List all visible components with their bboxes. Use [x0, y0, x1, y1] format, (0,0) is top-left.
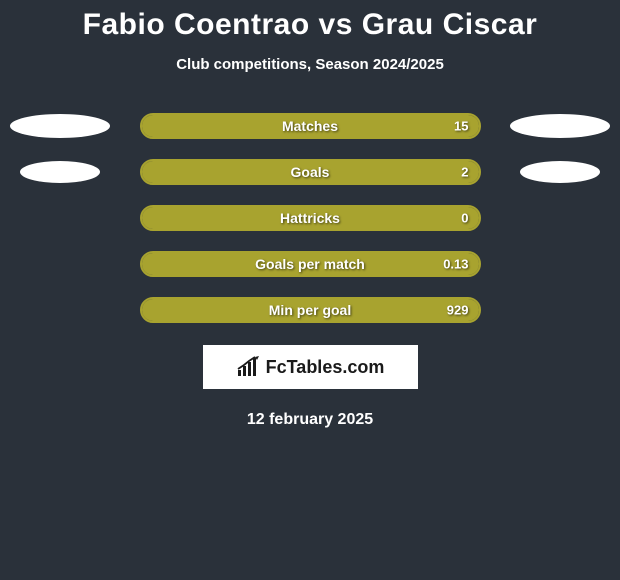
stat-value-right: 929	[447, 303, 469, 318]
stat-bar: Goals 2	[140, 159, 481, 185]
subtitle: Club competitions, Season 2024/2025	[0, 56, 620, 73]
chart-icon	[236, 356, 262, 378]
stat-bar: Matches 15	[140, 113, 481, 139]
stat-label: Hattricks	[280, 210, 340, 226]
player-left-marker	[10, 114, 110, 138]
stat-row: Goals 2	[0, 159, 620, 185]
stat-bar: Min per goal 929	[140, 297, 481, 323]
stat-rows: Matches 15 Goals 2 Hattricks 0 Goals per match…	[0, 113, 620, 323]
stat-row: Min per goal 929	[0, 297, 620, 323]
comparison-infographic: Fabio Coentrao vs Grau Ciscar Club compe…	[0, 0, 620, 429]
stat-value-right: 15	[454, 119, 468, 134]
logo-box[interactable]: FcTables.com	[203, 345, 418, 389]
stat-row: Goals per match 0.13	[0, 251, 620, 277]
player-left-marker	[20, 161, 100, 183]
stat-label: Min per goal	[269, 302, 351, 318]
logo-text: FcTables.com	[266, 357, 385, 378]
stat-label: Matches	[282, 118, 338, 134]
stat-label: Goals per match	[255, 256, 365, 272]
stat-value-right: 2	[461, 165, 468, 180]
player-right-marker	[510, 114, 610, 138]
stat-label: Goals	[291, 164, 330, 180]
page-title: Fabio Coentrao vs Grau Ciscar	[0, 8, 620, 42]
logo-inner: FcTables.com	[236, 356, 385, 378]
date-text: 12 february 2025	[0, 411, 620, 429]
stat-value-right: 0.13	[443, 257, 468, 272]
stat-bar: Goals per match 0.13	[140, 251, 481, 277]
stat-row: Hattricks 0	[0, 205, 620, 231]
stat-bar: Hattricks 0	[140, 205, 481, 231]
stat-row: Matches 15	[0, 113, 620, 139]
stat-value-right: 0	[461, 211, 468, 226]
player-right-marker	[520, 161, 600, 183]
